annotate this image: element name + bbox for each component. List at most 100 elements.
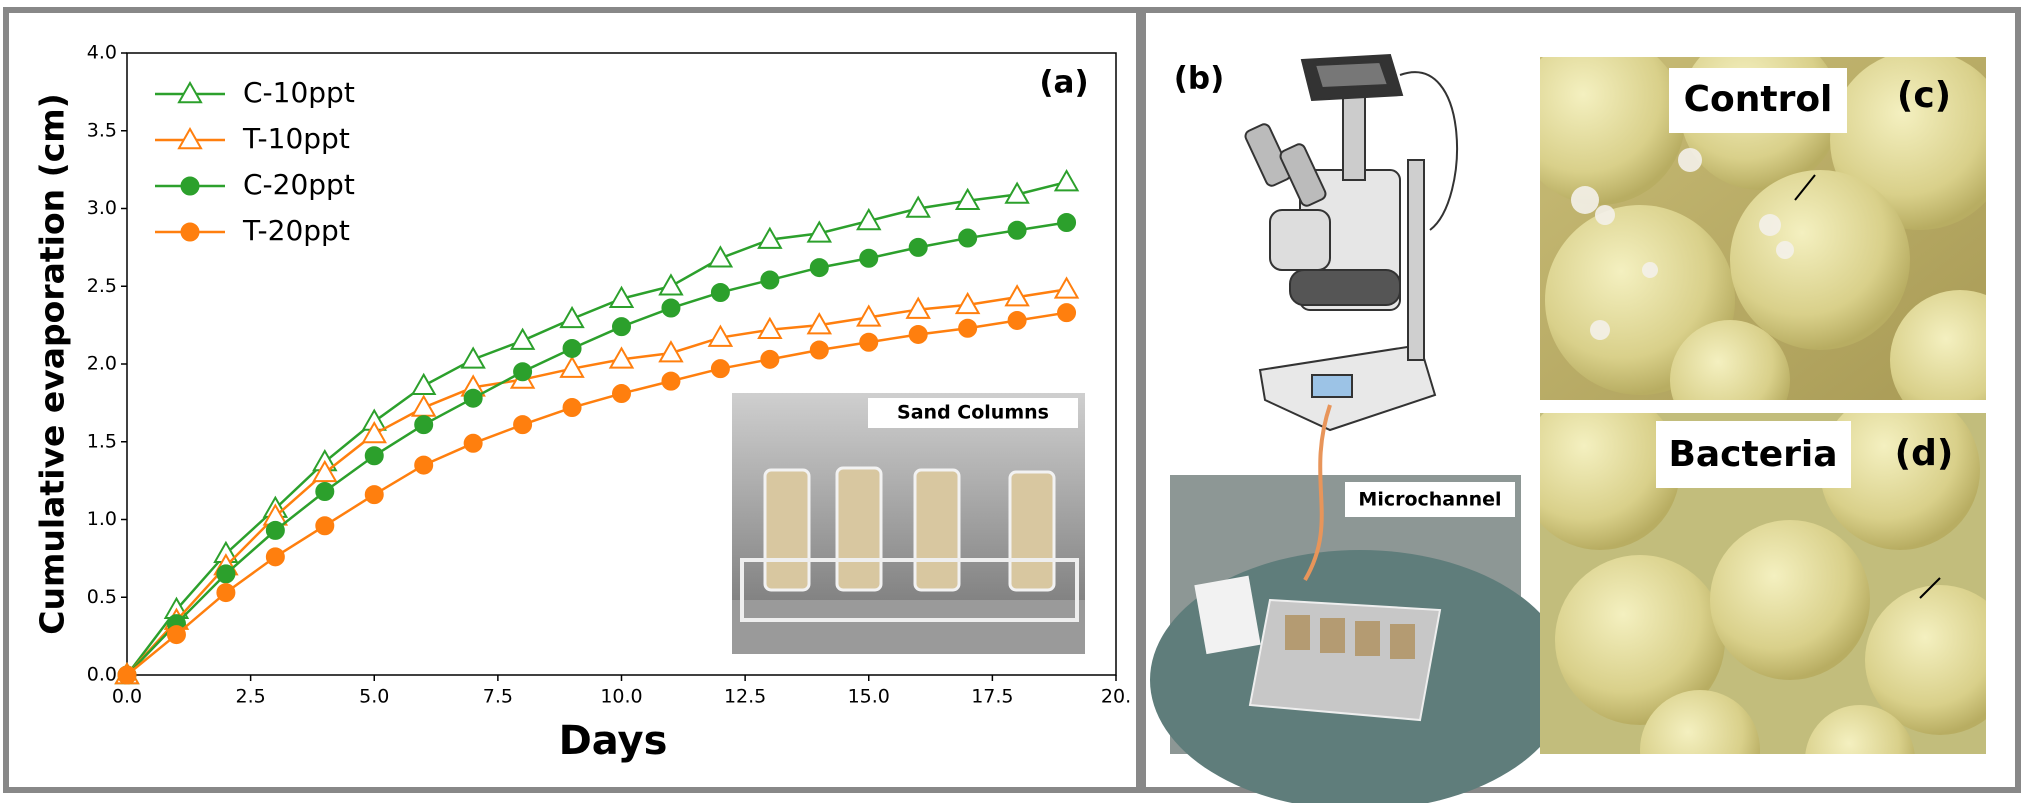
- x-tick-label: 2.5: [236, 686, 266, 708]
- x-tick-label: 0.0: [112, 686, 142, 708]
- marker: [180, 176, 200, 196]
- marker: [856, 304, 882, 327]
- y-tick-label: 1.5: [87, 430, 117, 452]
- microscope-illustration: [1244, 53, 1458, 432]
- marker: [608, 285, 635, 308]
- marker: [908, 324, 928, 344]
- marker: [361, 420, 387, 444]
- y-tick-label: 0.5: [87, 586, 117, 608]
- legend-label: C-10ppt: [243, 76, 355, 109]
- marker: [954, 291, 981, 315]
- marker: [315, 516, 335, 536]
- marker: [177, 126, 203, 150]
- panel-a-frame: [3, 7, 1142, 793]
- marker: [180, 222, 200, 242]
- marker: [364, 485, 384, 505]
- marker: [312, 459, 338, 483]
- x-tick-label: 17.5: [971, 686, 1013, 708]
- marker: [658, 273, 684, 296]
- marker: [1057, 212, 1077, 232]
- plot: 0.0 2.5 5.0 7.5 10.0 12.5 15.0 17.5 20. 0.0 0.5 1.0…: [87, 42, 1131, 708]
- series-line: [126, 288, 1067, 676]
- marker: [1007, 310, 1027, 330]
- marker: [117, 665, 137, 685]
- x-tick-label: 15.0: [848, 686, 890, 708]
- marker: [265, 520, 285, 540]
- marker: [707, 245, 734, 268]
- marker: [1004, 181, 1030, 204]
- marker: [513, 415, 533, 435]
- y-tick-label: 0.0: [87, 664, 117, 686]
- marker: [460, 346, 486, 369]
- panel-label: (d): [1895, 433, 1954, 474]
- y-tick-label: 3.0: [87, 197, 117, 219]
- caption: Microchannel: [1358, 489, 1501, 511]
- marker: [757, 226, 783, 249]
- caption: Control: [1684, 79, 1833, 120]
- marker: [562, 398, 582, 418]
- x-axis-label: Days: [559, 718, 668, 764]
- y-tick-label: 2.5: [87, 275, 117, 297]
- marker: [958, 318, 978, 338]
- marker: [1004, 284, 1030, 307]
- marker: [1053, 276, 1080, 299]
- marker: [216, 583, 236, 603]
- y-tick-label: 3.5: [87, 119, 117, 141]
- marker: [859, 248, 879, 268]
- marker: [661, 298, 681, 318]
- marker: [958, 228, 978, 248]
- caption: Bacteria: [1668, 434, 1837, 475]
- marker: [509, 327, 536, 350]
- x-tick-label: 5.0: [359, 686, 389, 708]
- legend-label: T-20ppt: [242, 214, 350, 247]
- connector: [1303, 404, 1332, 582]
- marker: [757, 316, 783, 340]
- marker: [410, 372, 437, 396]
- marker: [905, 195, 931, 218]
- marker: [760, 270, 780, 290]
- panel-label: (a): [1039, 65, 1088, 101]
- marker: [710, 282, 730, 302]
- marker: [1053, 169, 1080, 192]
- x-tick-label: 20.: [1101, 686, 1131, 708]
- marker: [612, 384, 631, 404]
- microchannel-photo: [1150, 475, 1570, 803]
- marker: [859, 332, 879, 352]
- inset-label: Sand Columns: [897, 402, 1049, 424]
- x-tick-label: 10.0: [600, 686, 642, 708]
- marker: [658, 340, 684, 363]
- marker: [661, 371, 681, 391]
- marker: [463, 388, 483, 408]
- marker: [414, 415, 434, 435]
- marker: [414, 455, 434, 475]
- panel-right-frame: [1140, 7, 2021, 793]
- y-axis-label: Cumulative evaporation (cm): [33, 93, 72, 635]
- marker: [707, 324, 734, 347]
- marker: [612, 317, 631, 337]
- marker: [513, 362, 533, 382]
- marker: [562, 338, 582, 358]
- y-tick-label: 4.0: [87, 42, 117, 64]
- marker: [216, 564, 236, 584]
- marker: [315, 482, 335, 502]
- marker: [463, 433, 483, 453]
- marker: [710, 359, 730, 379]
- marker: [809, 258, 829, 278]
- marker: [559, 355, 585, 378]
- marker: [364, 446, 384, 466]
- marker: [908, 237, 928, 257]
- marker: [410, 394, 437, 417]
- panel-label: (b): [1174, 61, 1225, 97]
- marker: [809, 340, 829, 360]
- x-tick-label: 7.5: [483, 686, 513, 708]
- marker: [856, 207, 882, 231]
- marker: [806, 312, 833, 335]
- marker: [905, 296, 931, 319]
- marker: [559, 305, 585, 329]
- marker: [806, 220, 833, 243]
- marker: [608, 346, 635, 369]
- legend-label: T-10ppt: [242, 122, 350, 155]
- marker: [1057, 303, 1077, 323]
- x-tick-label: 12.5: [724, 686, 766, 708]
